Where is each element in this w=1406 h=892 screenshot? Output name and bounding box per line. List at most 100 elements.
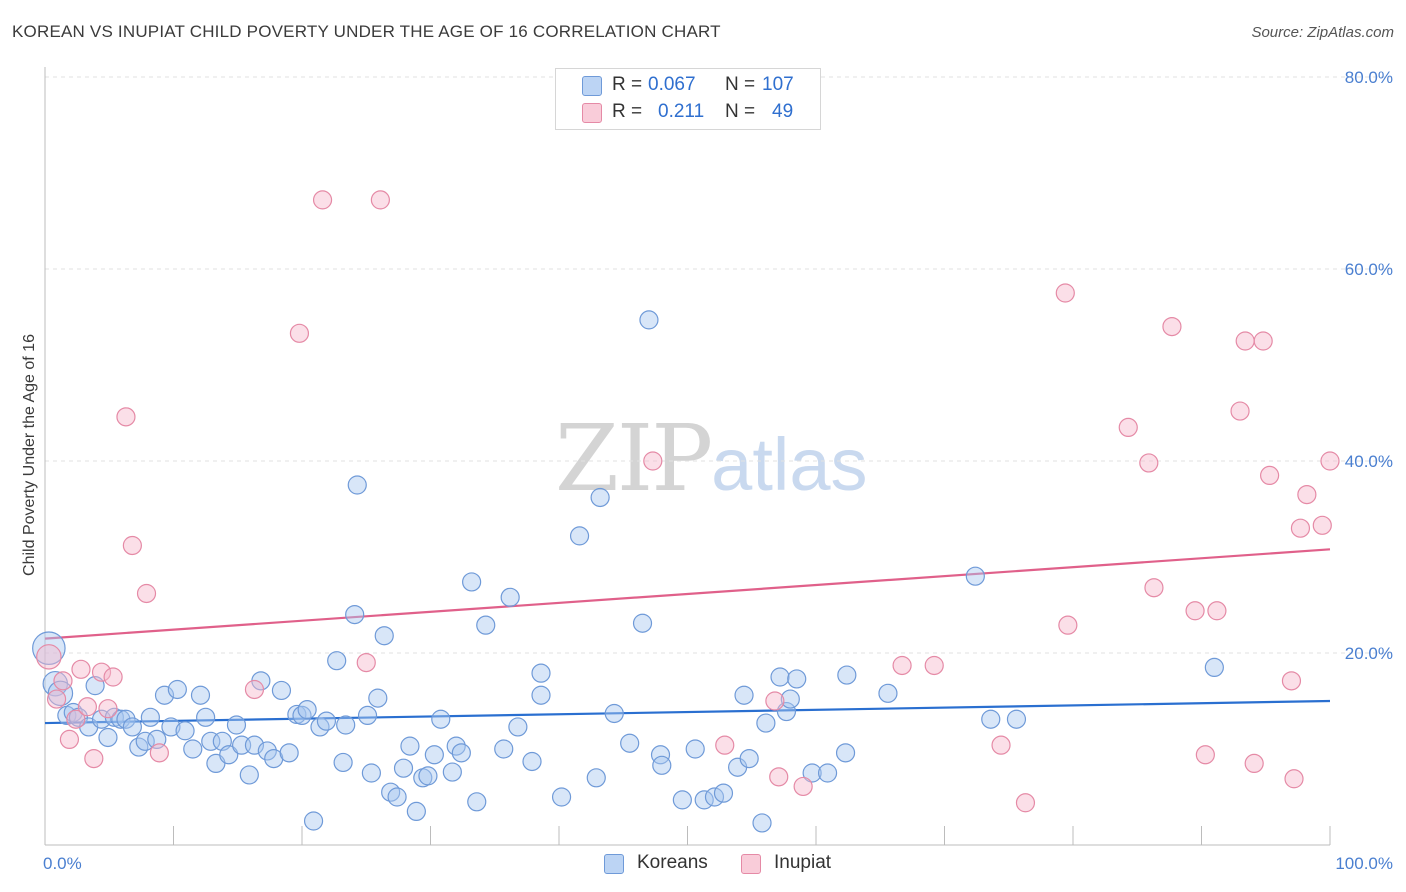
inupiat-point [53,671,73,691]
inupiat-point [98,699,118,719]
inupiat-point [1284,769,1304,789]
korean-point [500,587,520,607]
legend-n-value-inupiat: 49 [772,101,794,122]
korean-point [279,743,299,763]
koreans-swatch [604,854,624,874]
korean-point [387,787,407,807]
inupiat-point [1207,601,1227,621]
axes [44,67,1331,846]
korean-point [183,739,203,759]
korean-point [780,689,800,709]
correlation-legend: R = 0.067 N = 107 R = 0.211 N = 49 [555,68,821,130]
korean-point [116,709,136,729]
inupiat-point [46,689,67,709]
x-tick-label: 100.0% [1335,854,1393,873]
legend-r-label: R = [612,101,643,122]
inupiat-point [1139,453,1159,473]
korean-point [175,721,195,741]
y-tick-label: 40.0% [1345,452,1393,471]
inupiat-point [1320,451,1340,471]
korean-point [140,707,160,727]
inupiat-point [991,735,1011,755]
inupiat-point [1015,793,1036,813]
inupiat-point [71,659,91,679]
inupiat-point [103,667,123,687]
korean-point [167,679,187,700]
inupiat-point [1118,417,1138,437]
inupiat-point [1185,601,1205,621]
korean-point [476,615,496,635]
korean-point [531,685,551,705]
inupiat-point [244,679,265,700]
x-tick-label: 0.0% [43,854,82,873]
korean-point [837,665,857,685]
korean-point [531,663,551,683]
korean-point [316,711,337,731]
inupiat-point [59,729,80,750]
tick-labels: 20.0% 40.0% 60.0% 80.0% 0.0% 100.0% [43,68,1393,873]
inupiat-label: Inupiat [774,852,832,873]
inupiat-point [643,451,663,471]
korean-point [406,801,426,822]
korean-point [190,685,211,705]
korean-point [400,736,420,756]
legend-n-label: N = [725,74,756,95]
inupiat-point [122,535,142,556]
inupiat-point [289,323,310,343]
inupiat-point [84,748,104,769]
inupiat-point [91,662,112,682]
korean-point [219,745,239,765]
korean-point [226,715,247,735]
inupiat-trend-line [44,548,1331,640]
source-label: Source: ZipAtlas.com [1251,24,1394,41]
inupiat-point [1195,745,1215,765]
korean-point [196,707,216,727]
korean-point [734,685,754,705]
korean-point [756,713,776,733]
korean-point [336,715,356,735]
korean-point [418,766,438,786]
inupiat-point [1144,578,1164,598]
korean-point [32,631,66,666]
inupiat-point [1290,518,1311,538]
koreans-swatch [582,76,602,96]
korean-point [257,741,277,761]
korean-point [604,703,624,724]
korean-point [652,755,672,775]
korean-point [297,700,317,720]
korean-point [462,572,482,592]
inupiat-point [66,709,86,729]
korean-point [122,717,142,737]
korean-point [47,680,74,707]
korean-point [361,763,381,783]
korean-point [586,768,606,788]
inupiat-point [1297,485,1317,505]
korean-point [201,731,221,751]
korean-point [451,743,471,763]
korean-point [111,709,131,729]
legend-r-value-koreans: 0.067 [648,74,696,95]
y-tick-label: 20.0% [1345,644,1393,663]
korean-point [345,604,365,625]
korean-point [551,787,572,807]
korean-point [327,651,347,671]
korean-point [239,765,259,785]
inupiat-point [370,190,390,210]
inupiat-point [1055,283,1075,303]
korean-trend-line [44,699,1331,725]
inupiat-point [1244,753,1264,774]
inupiat-point [1230,401,1250,421]
inupiat-point [1260,465,1280,485]
inupiat-point [116,407,136,427]
trend-lines [44,548,1331,725]
korean-point [393,758,414,778]
koreans-label: Koreans [637,852,708,873]
korean-point [770,667,790,687]
korean-point [802,763,822,783]
korean-point [424,745,444,765]
korean-point [981,709,1001,729]
korean-point [752,813,772,833]
y-tick-label: 60.0% [1345,260,1393,279]
legend-n-label: N = [725,101,756,122]
